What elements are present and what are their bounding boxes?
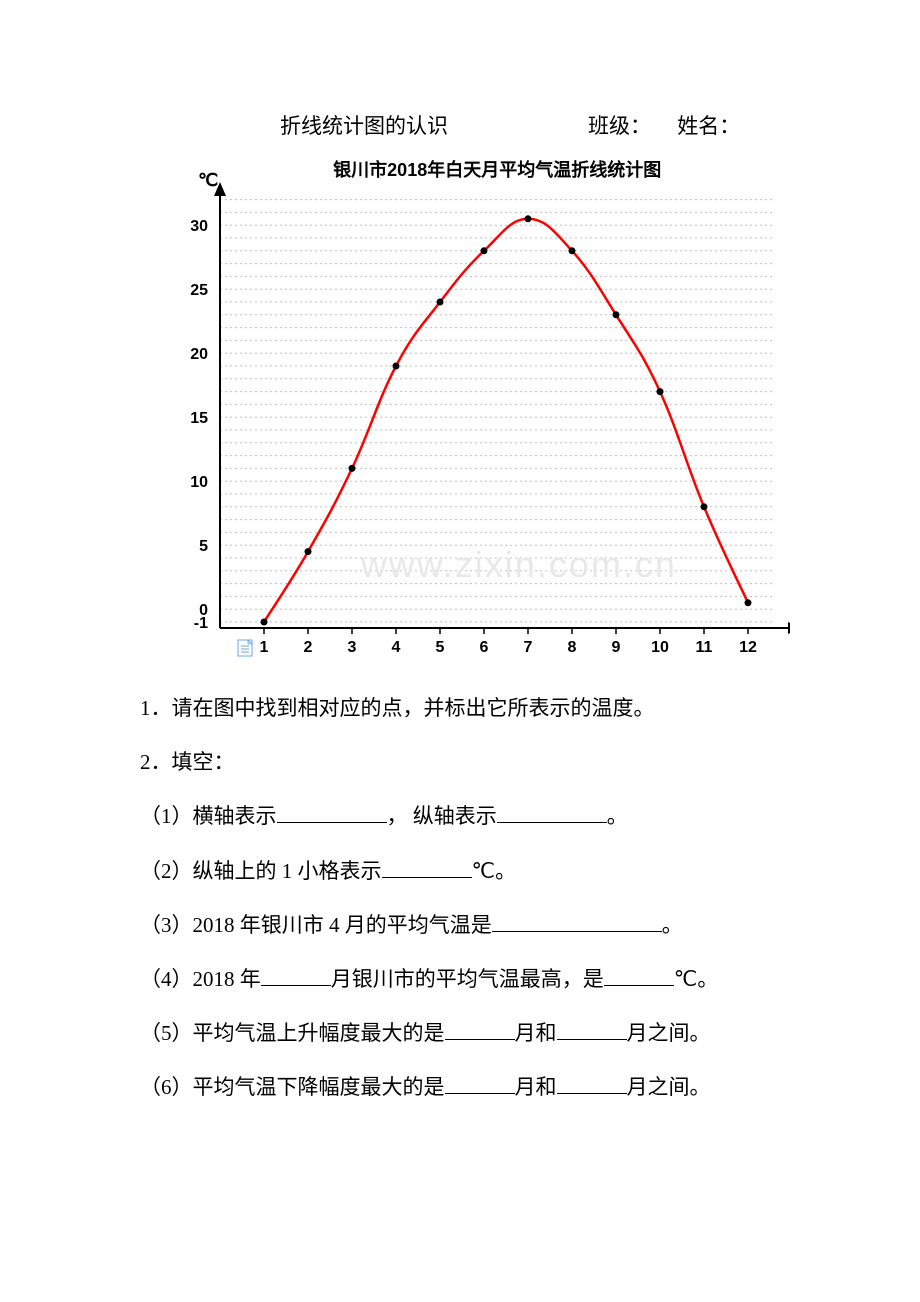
svg-text:5: 5: [436, 639, 445, 656]
blank[interactable]: [604, 964, 674, 986]
blank[interactable]: [492, 910, 662, 932]
svg-text:www.zixin.com.cn: www.zixin.com.cn: [360, 544, 677, 585]
worksheet-page: 折线统计图的认识 班级： 姓名： www.zixin.com.cn-105101…: [0, 0, 920, 1229]
svg-text:2: 2: [304, 639, 313, 656]
svg-text:15: 15: [190, 410, 208, 427]
blank[interactable]: [445, 1018, 515, 1040]
svg-text:7: 7: [524, 639, 533, 656]
chart-container: www.zixin.com.cn-1051015202530℃123456789…: [150, 152, 790, 667]
svg-text:5: 5: [199, 538, 208, 555]
blank[interactable]: [382, 856, 472, 878]
question-2: 2．填空：: [140, 739, 790, 785]
svg-text:0: 0: [199, 602, 208, 619]
svg-text:银川市2018年白天月平均气温折线统计图: 银川市2018年白天月平均气温折线统计图: [333, 159, 661, 180]
worksheet-title: 折线统计图的认识: [280, 110, 448, 140]
question-1: 1．请在图中找到相对应的点，并标出它所表示的温度。: [140, 685, 790, 731]
svg-text:30: 30: [190, 218, 208, 235]
blank[interactable]: [261, 964, 331, 986]
header-line: 折线统计图的认识 班级： 姓名：: [140, 110, 790, 140]
class-label: 班级：: [588, 114, 651, 138]
name-label: 姓名：: [677, 114, 740, 138]
svg-text:1: 1: [260, 639, 269, 656]
svg-text:10: 10: [651, 639, 669, 656]
svg-text:3: 3: [348, 639, 357, 656]
blank[interactable]: [277, 801, 387, 823]
svg-text:8: 8: [568, 639, 577, 656]
svg-text:10: 10: [190, 474, 208, 491]
svg-text:20: 20: [190, 346, 208, 363]
question-2-3: （3）2018 年银川市 4 月的平均气温是。: [140, 902, 790, 948]
question-2-5: （5）平均气温上升幅度最大的是月和月之间。: [140, 1010, 790, 1056]
svg-text:℃: ℃: [198, 170, 218, 190]
blank[interactable]: [557, 1018, 627, 1040]
svg-text:9: 9: [612, 639, 621, 656]
blank[interactable]: [445, 1072, 515, 1094]
svg-text:6: 6: [480, 639, 489, 656]
line-chart: www.zixin.com.cn-1051015202530℃123456789…: [150, 152, 790, 662]
class-name-fields: 班级： 姓名：: [588, 110, 740, 140]
svg-text:12: 12: [739, 639, 757, 656]
svg-text:4: 4: [392, 639, 401, 656]
blank[interactable]: [497, 801, 607, 823]
question-2-6: （6）平均气温下降幅度最大的是月和月之间。: [140, 1064, 790, 1110]
question-2-1: （1）横轴表示， 纵轴表示。: [140, 793, 790, 839]
questions-block: 1．请在图中找到相对应的点，并标出它所表示的温度。 2．填空： （1）横轴表示，…: [140, 685, 790, 1111]
svg-text:11: 11: [696, 639, 713, 656]
question-2-2: （2）纵轴上的 1 小格表示℃。: [140, 848, 790, 894]
svg-text:25: 25: [190, 282, 208, 299]
question-2-4: （4）2018 年月银川市的平均气温最高，是℃。: [140, 956, 790, 1002]
blank[interactable]: [557, 1072, 627, 1094]
